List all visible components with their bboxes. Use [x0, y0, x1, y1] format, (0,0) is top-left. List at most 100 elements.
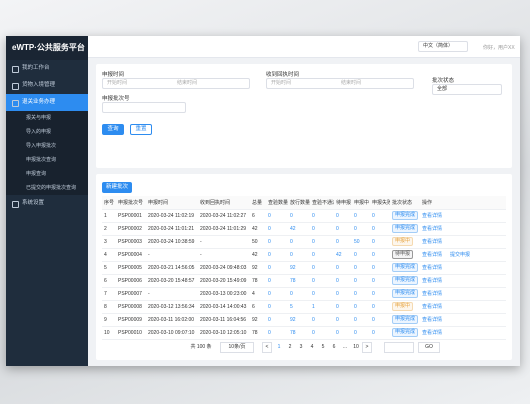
placeholder: 开始时间	[107, 80, 128, 86]
action-link[interactable]: 查看详情	[422, 278, 443, 284]
label: 申报时间	[102, 72, 125, 78]
action-cell: 查看详情 提交申报	[420, 248, 506, 262]
status-tag: 申报完成	[392, 328, 419, 337]
table-row: 1 PSP00001 2020-03-24 11:02:19 2020-03-24 1…	[102, 209, 506, 223]
table-cell: 0	[370, 326, 390, 340]
menu-item[interactable]: 我的工作台	[6, 60, 88, 77]
status-cell: 申报完成	[390, 261, 420, 275]
page-number[interactable]: 6	[332, 344, 336, 350]
reset-button[interactable]: 重置	[130, 124, 152, 135]
table-cell: 0	[266, 274, 288, 288]
table-cell: 0	[334, 222, 352, 236]
action-cell: 查看详情	[420, 326, 506, 340]
page-number[interactable]: 3	[299, 344, 303, 350]
placeholder: 开始时间	[271, 80, 292, 86]
action-link[interactable]: 提交申报	[450, 252, 471, 258]
page-number[interactable]: 4	[310, 344, 314, 350]
column-header: 批次状态	[390, 196, 420, 210]
batch-input[interactable]	[102, 102, 186, 113]
table-cell: 0	[370, 235, 390, 249]
menu-item[interactable]: 货物入境管理	[6, 77, 88, 94]
search-button[interactable]: 查询	[102, 124, 124, 135]
table-cell: 92	[250, 313, 266, 327]
column-header: 查验不通过	[310, 196, 334, 210]
table-cell: 0	[370, 274, 390, 288]
submenu-item[interactable]: 申报批次查询	[6, 153, 88, 167]
action-link[interactable]: 查看详情	[422, 304, 443, 310]
page-size-select[interactable]: 10条/页	[220, 342, 254, 353]
page-input[interactable]	[384, 342, 414, 353]
submenu-item[interactable]: 已提交的申报批次查询	[6, 181, 88, 195]
menu-item[interactable]: 系统设置	[6, 195, 88, 212]
menu-item[interactable]: 退关业务办理	[6, 94, 88, 111]
action-link[interactable]: 查看详情	[422, 317, 443, 323]
date-range[interactable]: 开始时间 结束时间	[102, 78, 250, 89]
table-cell: PSP00009	[116, 313, 146, 327]
action-cell: 查看详情	[420, 287, 506, 301]
table-cell: 2020-03-24 11:02:19	[146, 209, 198, 223]
table-cell: 0	[370, 300, 390, 314]
page-number[interactable]: 2	[288, 344, 292, 350]
table-cell: 0	[352, 274, 370, 288]
table-cell: 78	[250, 326, 266, 340]
table-row: 8 PSP00008 2020-03-12 13:56:34 2020-03-14 1…	[102, 300, 506, 314]
language-select[interactable]: 中文（简体）	[418, 41, 468, 52]
submenu-item[interactable]: 申报查询	[6, 167, 88, 181]
table-cell: -	[198, 248, 250, 262]
date-range[interactable]: 开始时间 结束时间	[266, 78, 414, 89]
action-cell: 查看详情	[420, 209, 506, 223]
go-button[interactable]: GO	[418, 342, 440, 353]
column-header: 收到回执时间	[198, 196, 250, 210]
table-row: 10 PSP00010 2020-03-10 09:07:10 2020-03-10 …	[102, 326, 506, 340]
table-cell: 78	[288, 274, 310, 288]
status-tag: 申报完成	[392, 289, 419, 298]
app-title: eWTP·公共服务平台	[6, 36, 88, 60]
table-cell: 2020-03-14 14:00:43	[198, 300, 250, 314]
action-link[interactable]: 查看详情	[422, 330, 443, 336]
table-body: 1 PSP00001 2020-03-24 11:02:19 2020-03-24 1…	[102, 209, 506, 340]
table-cell: 7	[102, 287, 116, 301]
table-cell: 0	[266, 326, 288, 340]
submenu-item[interactable]: 导入的申报	[6, 125, 88, 139]
status-cell: 申报完成	[390, 326, 420, 340]
table-cell: -	[146, 248, 198, 262]
table-cell: 2	[102, 222, 116, 236]
submenu-item[interactable]: 导入申报批次	[6, 139, 88, 153]
table-row: 6 PSP00006 2020-03-20 15:48:57 2020-03-20 1…	[102, 274, 506, 288]
page-number[interactable]: ...	[342, 344, 348, 350]
table-cell: PSP00010	[116, 326, 146, 340]
page-number[interactable]: 1	[277, 344, 281, 350]
user-greeting[interactable]: 你好，用户XX	[483, 45, 515, 51]
next-button[interactable]: >	[362, 342, 372, 353]
table-cell: 0	[310, 235, 334, 249]
table-cell: -	[146, 287, 198, 301]
table-cell: 0	[334, 313, 352, 327]
status-tag: 申报完成	[392, 315, 419, 324]
table-cell: PSP00002	[116, 222, 146, 236]
page-number[interactable]: 10	[353, 344, 359, 350]
action-cell: 查看详情	[420, 235, 506, 249]
status-cell: 待申报	[390, 248, 420, 262]
table-row: 7 PSP00007-2020-03-13 00:23:00 4 0 0 0 0 0 0 申报完成…	[102, 287, 506, 301]
label: 申报批次号	[102, 96, 130, 102]
table-cell: 92	[288, 313, 310, 327]
action-link[interactable]: 查看详情	[422, 239, 443, 245]
submenu-item[interactable]: 报关与申报	[6, 111, 88, 125]
status-cell: 申报完成	[390, 274, 420, 288]
status-cell: 申报完成	[390, 313, 420, 327]
action-link[interactable]: 查看详情	[422, 291, 443, 297]
page-number[interactable]: 5	[321, 344, 325, 350]
status-tag: 申报完成	[392, 211, 419, 220]
action-link[interactable]: 查看详情	[422, 265, 443, 271]
new-batch-button[interactable]: 新建批次	[102, 182, 132, 193]
table-cell: 1	[102, 209, 116, 223]
action-link[interactable]: 查看详情	[422, 252, 443, 258]
action-link[interactable]: 查看详情	[422, 213, 443, 219]
table-cell: PSP00003	[116, 235, 146, 249]
action-link[interactable]: 查看详情	[422, 226, 443, 232]
column-header: 序号	[102, 196, 116, 210]
placeholder: 结束时间	[341, 80, 362, 86]
table-cell: 0	[334, 287, 352, 301]
status-select[interactable]: 全部	[432, 84, 502, 95]
prev-button[interactable]: <	[262, 342, 272, 353]
